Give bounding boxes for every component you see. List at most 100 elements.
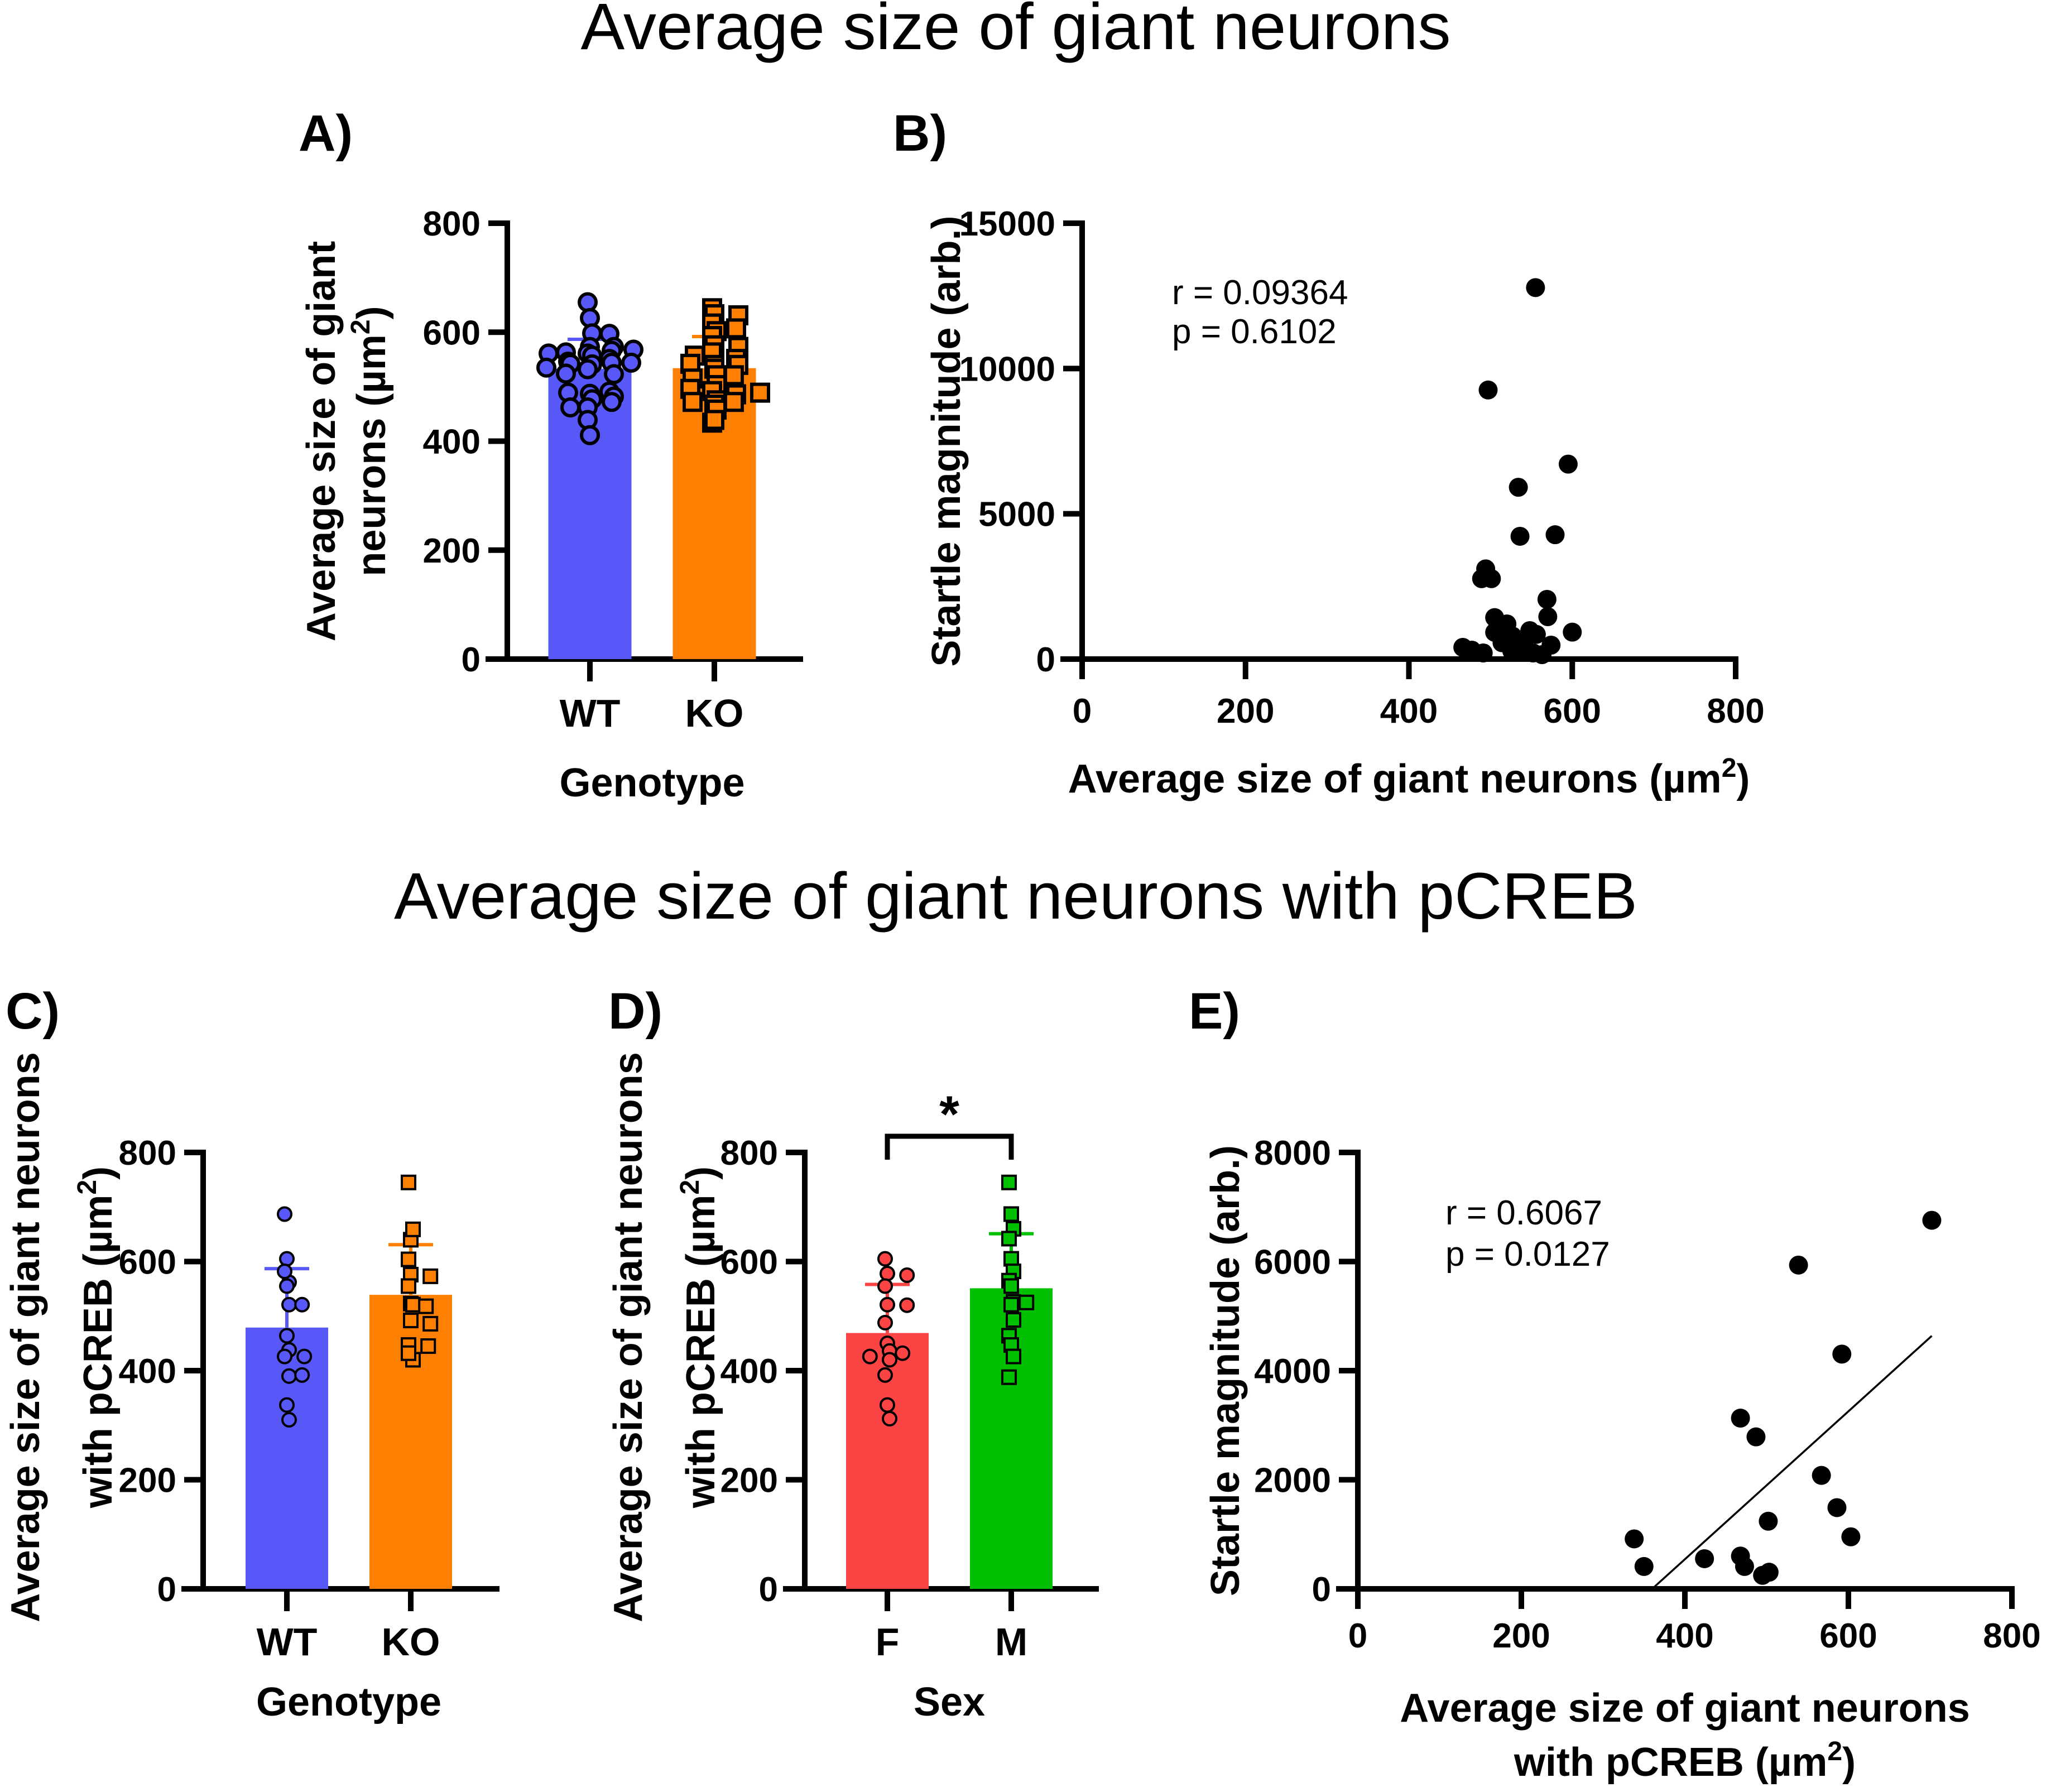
data-point-wt (281, 1411, 297, 1428)
data-point (1538, 607, 1558, 626)
y-axis-title-text: with pCREB (µm (679, 1195, 723, 1508)
x-tick-label: 0 (1073, 692, 1092, 731)
data-point-f (880, 1296, 895, 1313)
data-point-f (899, 1297, 915, 1313)
y-axis-title-line1: Average size of giant (299, 241, 344, 642)
y-tick-label: 400 (119, 1352, 176, 1391)
y-tick-label: 4000 (1254, 1352, 1331, 1391)
data-point-wt (578, 359, 598, 379)
data-point-f (880, 1266, 895, 1282)
x-tick-label: 400 (1380, 692, 1438, 731)
bottom-title: Average size of giant neurons with pCREB (394, 859, 1637, 933)
x-category-label: KO (685, 691, 744, 735)
panel-label: B) (893, 105, 947, 162)
y-tick-label: 200 (423, 532, 481, 570)
panel-label: C) (6, 983, 60, 1040)
data-point (1545, 525, 1565, 545)
data-point-wt (277, 1206, 292, 1222)
data-point (1789, 1255, 1808, 1275)
data-point (1735, 1556, 1754, 1576)
p-value: p = 0.0127 (1445, 1235, 1610, 1274)
y-tick-label: 600 (720, 1243, 778, 1282)
data-point-ko (403, 1313, 419, 1329)
data-point-wt (281, 1296, 297, 1313)
data-point-wt (279, 1397, 295, 1413)
data-point-ko (422, 1315, 439, 1332)
x-axis-title-text: with pCREB (µm (1514, 1740, 1827, 1785)
y-axis-title-text: neurons (µm (349, 334, 394, 576)
data-point-m (1006, 1348, 1021, 1365)
data-point (1625, 1529, 1644, 1549)
superscript: 2 (1827, 1737, 1842, 1766)
data-point-wt (560, 397, 580, 417)
data-point-wt (277, 1348, 292, 1365)
y-tick-label: 400 (423, 423, 481, 462)
data-point-wt (580, 425, 600, 445)
data-point-ko (422, 1268, 439, 1284)
y-axis-title-line1: Average size of giant neurons (606, 1052, 651, 1622)
data-point (1841, 1527, 1861, 1546)
y-tick-label: 2000 (1254, 1462, 1331, 1500)
superscript: 2 (73, 1180, 102, 1195)
panel-c: C) 0 200 400 600 800 WT KO Genotype Average size … (3, 983, 499, 1724)
y-tick-label: 400 (720, 1352, 778, 1391)
x-tick-label: 200 (1492, 1617, 1550, 1655)
y-tick-label: 600 (423, 314, 481, 352)
data-point-f (877, 1367, 893, 1383)
x-tick-label: 0 (1348, 1617, 1367, 1655)
data-point-f (899, 1267, 915, 1283)
data-point (1526, 624, 1546, 644)
data-point-wt (296, 1348, 313, 1365)
x-axis-title: Genotype (256, 1680, 441, 1724)
y-axis-title: Startle magnitude (arb.) (924, 215, 969, 666)
data-point (1827, 1498, 1847, 1517)
significance-star: * (939, 1086, 959, 1143)
data-point-ko (704, 410, 724, 430)
panel-label: A) (299, 105, 353, 162)
x-tick-label: 600 (1544, 692, 1601, 731)
y-axis-title-close: ) (349, 306, 394, 319)
panel-a: A) 0 200 400 600 800 WT KO Genotype Average size … (299, 105, 803, 805)
data-point-f (877, 1314, 893, 1330)
y-tick-label: 800 (423, 205, 481, 243)
data-point-m (1003, 1296, 1019, 1313)
bar-wt (246, 1327, 328, 1589)
y-tick-label: 200 (119, 1462, 176, 1500)
data-point-ko (405, 1221, 421, 1237)
y-tick-label: 5000 (978, 496, 1055, 534)
panel-b: B) 0 5000 10000 15000 0 200 400 600 800 r = 0.0936… (893, 105, 1765, 801)
data-point (1473, 643, 1493, 663)
y-tick-label: 200 (720, 1462, 778, 1500)
superscript: 2 (346, 319, 376, 334)
data-point-m (1003, 1251, 1019, 1267)
data-point-ko (401, 1278, 416, 1294)
y-tick-label: 800 (720, 1134, 778, 1173)
y-axis-title-line2: with pCREB (µm2) (73, 1166, 121, 1508)
y-tick-label: 15000 (959, 205, 1055, 243)
data-point-wt (279, 1251, 295, 1267)
data-point-ko (750, 382, 770, 403)
data-point-wt (294, 1367, 310, 1383)
y-axis-title-line1: Average size of giant neurons (3, 1052, 48, 1622)
x-tick-label: 400 (1656, 1617, 1713, 1655)
data-point (1731, 1409, 1750, 1428)
data-point-wt (578, 292, 598, 313)
y-tick-label: 0 (462, 641, 481, 679)
significance-bracket (885, 1133, 1014, 1160)
data-point (1759, 1563, 1779, 1582)
data-point-wt (279, 1328, 295, 1344)
data-point-f (862, 1348, 878, 1365)
r-value: r = 0.09364 (1172, 273, 1348, 312)
y-axis-title-close: ) (679, 1166, 723, 1180)
data-point (1509, 478, 1528, 497)
data-point-ko (401, 1251, 416, 1267)
data-point-f (877, 1251, 893, 1267)
data-point (1510, 526, 1530, 546)
data-point (1746, 1427, 1766, 1447)
data-point-wt (556, 363, 576, 384)
y-tick-label: 10000 (959, 350, 1055, 388)
data-point (1634, 1556, 1654, 1576)
data-point (1922, 1210, 1942, 1230)
data-point-m (1003, 1206, 1019, 1222)
